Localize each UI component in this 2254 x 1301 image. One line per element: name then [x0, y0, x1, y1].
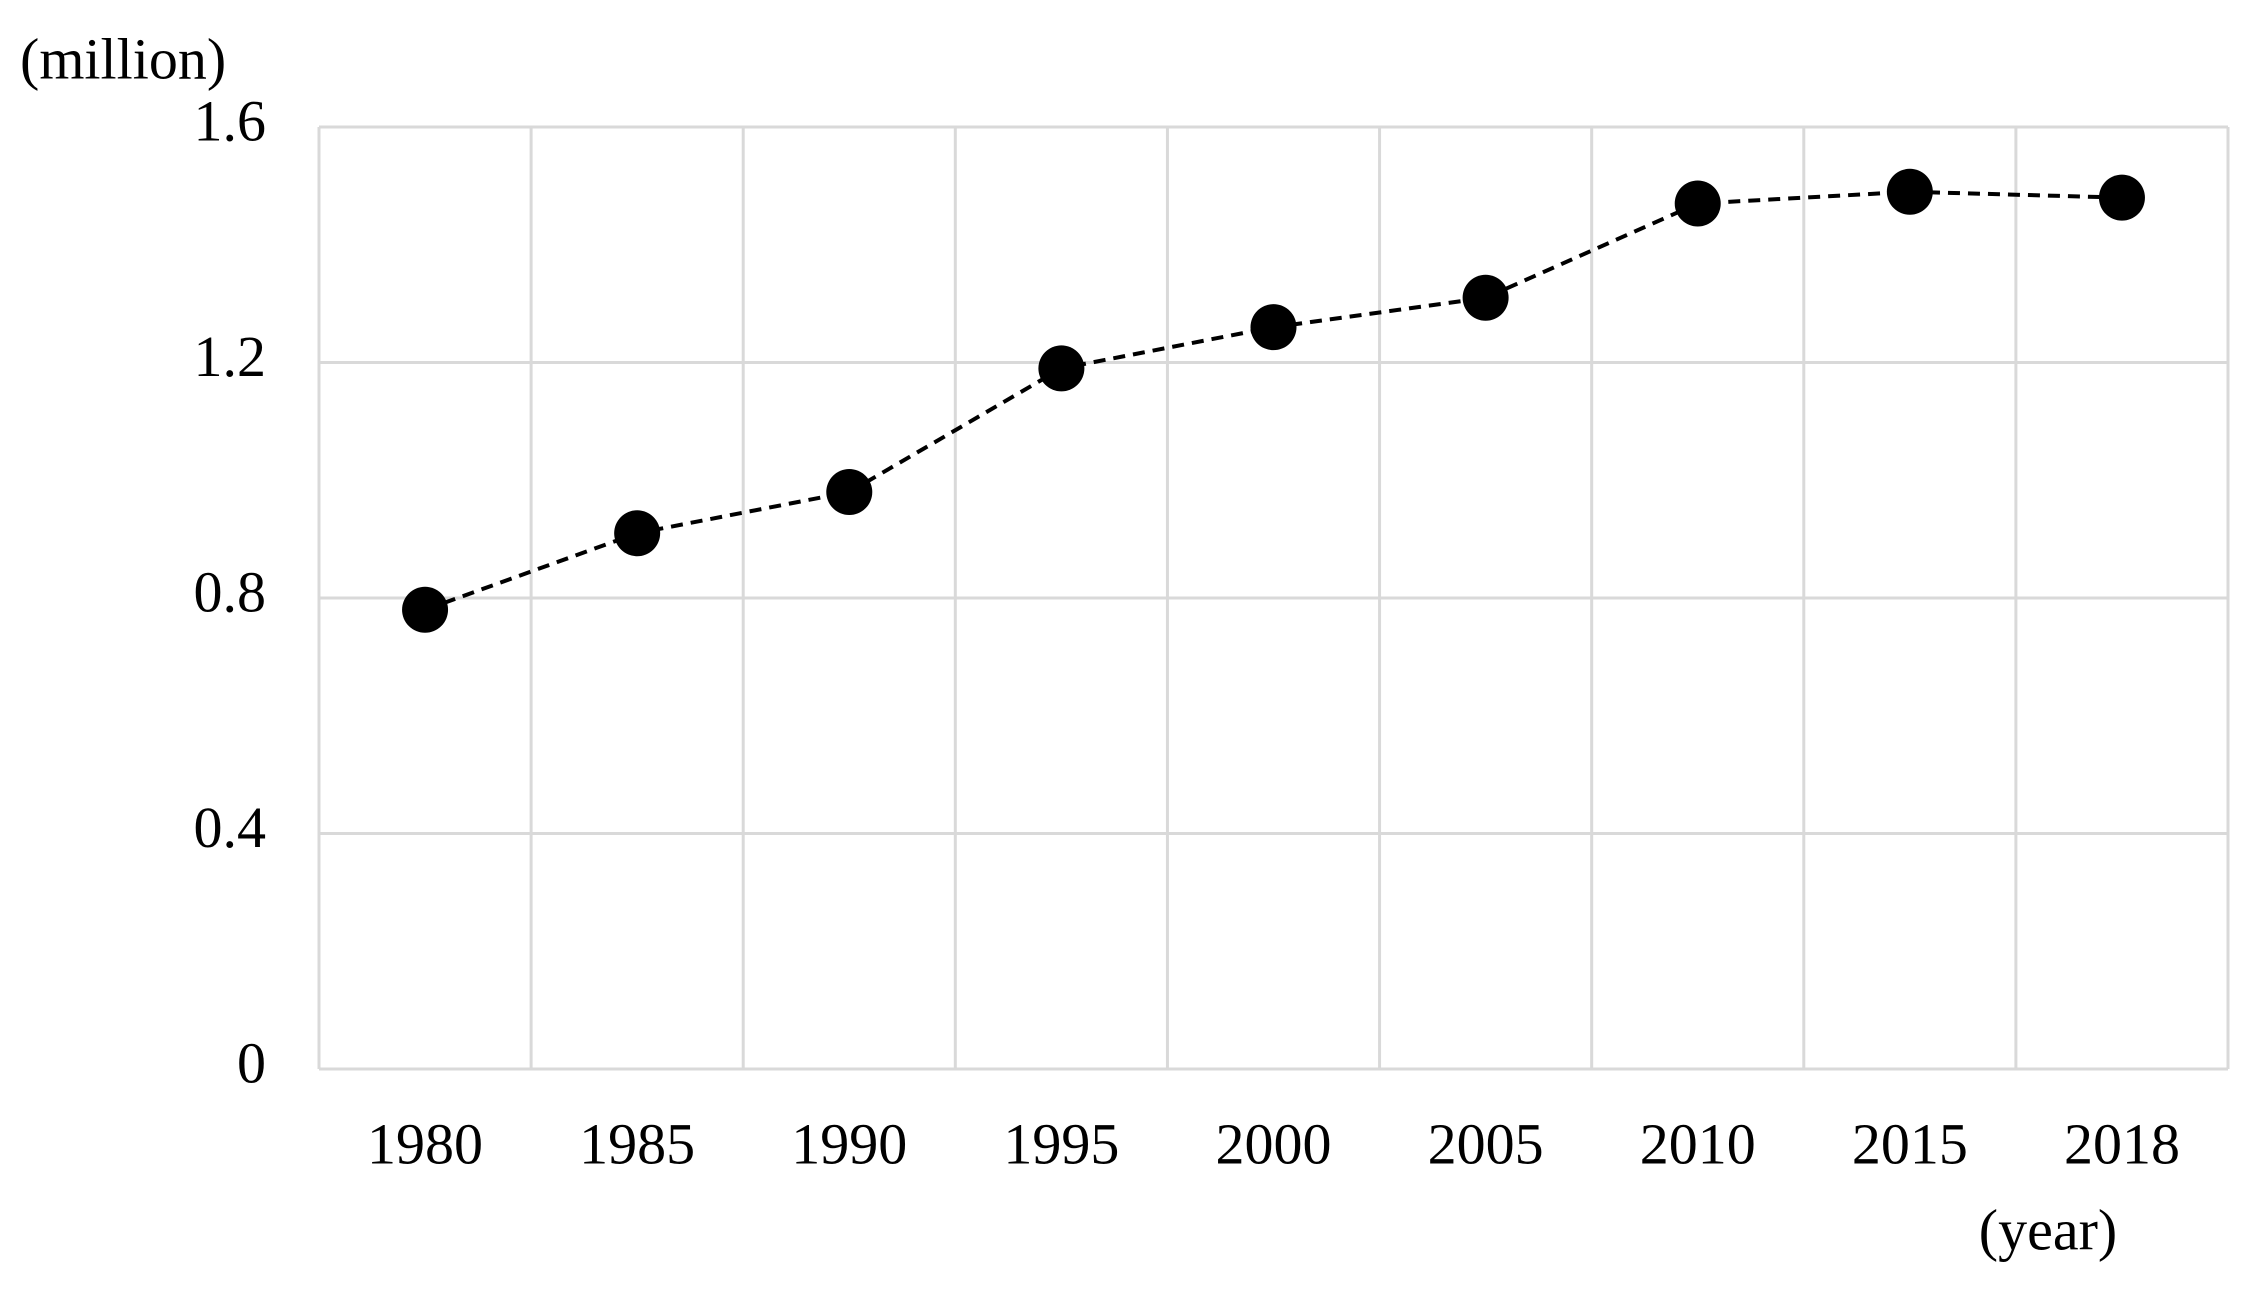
- data-point: [1674, 180, 1721, 227]
- data-point: [2098, 174, 2145, 221]
- y-axis-label: (million): [20, 26, 226, 91]
- x-axis-label: (year): [1979, 1197, 2117, 1262]
- x-tick-label: 2015: [1852, 1111, 1968, 1176]
- x-tick-label: 1990: [791, 1111, 907, 1176]
- x-tick-label: 2000: [1216, 1111, 1332, 1176]
- data-point: [1886, 168, 1933, 215]
- x-tick-label: 2010: [1640, 1111, 1756, 1176]
- x-tick-label: 1985: [579, 1111, 695, 1176]
- x-tick-label: 1995: [1003, 1111, 1119, 1176]
- y-tick-label: 1.6: [194, 88, 267, 153]
- y-tick-label: 1.2: [194, 324, 267, 389]
- x-tick-label: 1980: [367, 1111, 483, 1176]
- data-point: [1038, 345, 1085, 392]
- data-point: [402, 586, 449, 633]
- data-point: [614, 510, 661, 557]
- y-tick-label: 0.4: [194, 795, 267, 860]
- y-tick-label: 0: [237, 1030, 266, 1095]
- y-tick-label: 0.8: [194, 559, 267, 624]
- data-point: [1462, 274, 1509, 321]
- x-tick-label: 2005: [1428, 1111, 1544, 1176]
- x-tick-label: 2018: [2064, 1111, 2180, 1176]
- data-point: [1250, 304, 1297, 351]
- data-point: [826, 469, 873, 516]
